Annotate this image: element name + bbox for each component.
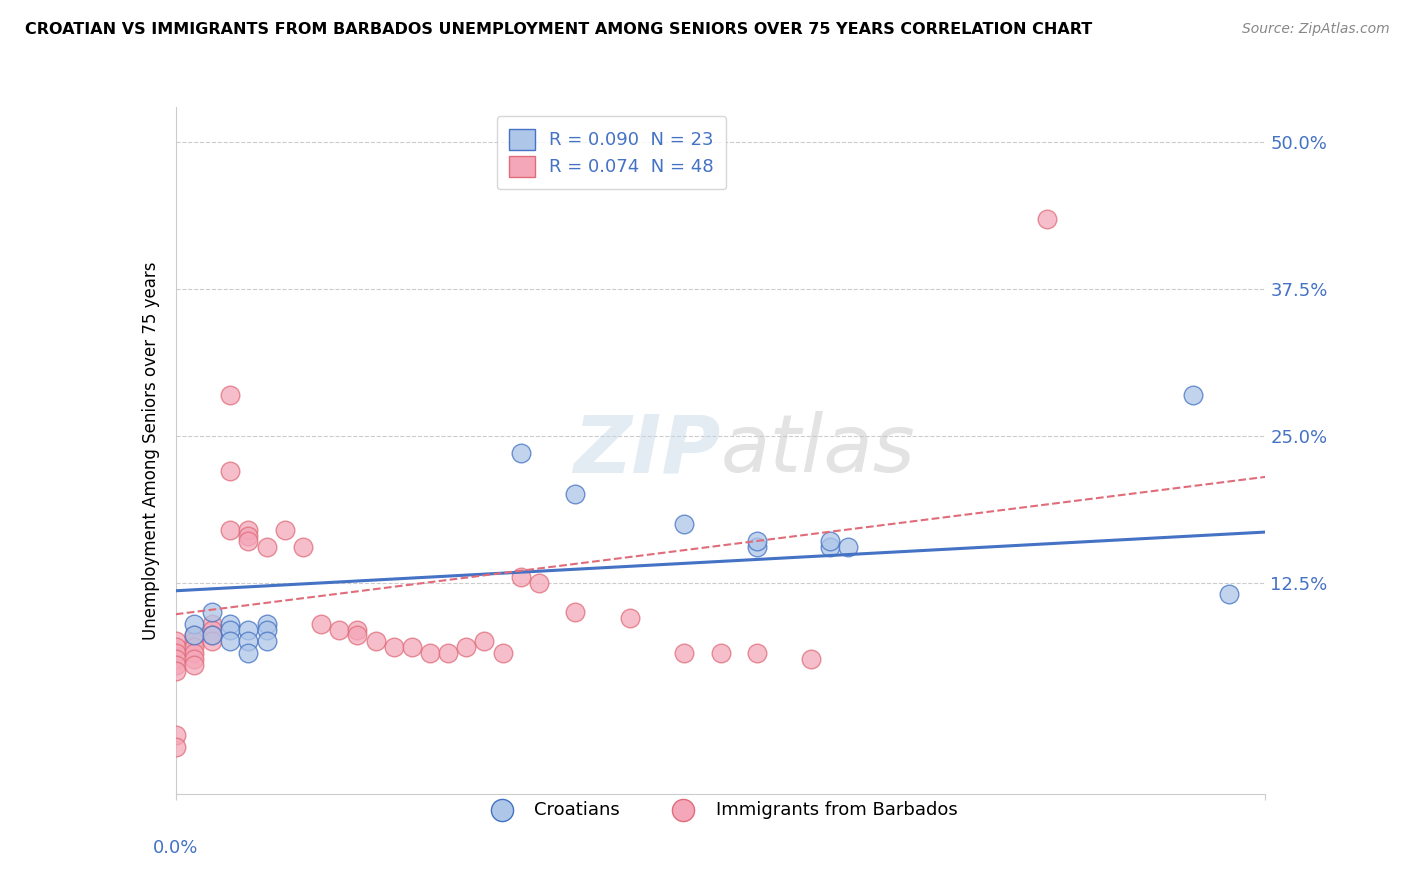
Point <box>509 569 531 583</box>
Point <box>256 634 278 648</box>
Point <box>201 605 224 619</box>
Point <box>1181 387 1204 401</box>
Text: CROATIAN VS IMMIGRANTS FROM BARBADOS UNEMPLOYMENT AMONG SENIORS OVER 75 YEARS CO: CROATIAN VS IMMIGRANTS FROM BARBADOS UNE… <box>25 22 1092 37</box>
Point <box>219 623 242 637</box>
Point <box>183 616 205 631</box>
Point <box>183 652 205 666</box>
Point <box>818 534 841 549</box>
Point <box>673 516 696 531</box>
Point <box>474 634 496 648</box>
Point <box>256 541 278 555</box>
Point <box>219 616 242 631</box>
Point <box>183 634 205 648</box>
Point <box>1218 587 1240 601</box>
Point <box>201 616 224 631</box>
Point <box>710 646 733 660</box>
Point <box>382 640 405 654</box>
Point <box>183 657 205 672</box>
Point <box>165 657 187 672</box>
Text: ZIP: ZIP <box>574 411 721 490</box>
Point <box>165 652 187 666</box>
Point <box>419 646 441 660</box>
Point <box>291 541 314 555</box>
Point <box>201 634 224 648</box>
Y-axis label: Unemployment Among Seniors over 75 years: Unemployment Among Seniors over 75 years <box>142 261 160 640</box>
Point <box>564 605 586 619</box>
Point <box>401 640 423 654</box>
Point <box>183 628 205 642</box>
Point <box>818 541 841 555</box>
Point <box>238 523 260 537</box>
Point <box>673 646 696 660</box>
Point <box>183 646 205 660</box>
Point <box>238 623 260 637</box>
Point <box>456 640 478 654</box>
Text: Source: ZipAtlas.com: Source: ZipAtlas.com <box>1241 22 1389 37</box>
Point <box>256 616 278 631</box>
Point <box>309 616 332 631</box>
Point <box>492 646 515 660</box>
Point <box>201 628 224 642</box>
Point <box>165 646 187 660</box>
Text: atlas: atlas <box>721 411 915 490</box>
Point <box>745 534 768 549</box>
Point <box>165 640 187 654</box>
Point <box>165 739 187 754</box>
Point <box>219 464 242 478</box>
Point <box>238 646 260 660</box>
Point <box>346 623 368 637</box>
Point <box>165 634 187 648</box>
Point <box>183 640 205 654</box>
Point <box>219 523 242 537</box>
Point <box>238 534 260 549</box>
Legend: Croatians, Immigrants from Barbados: Croatians, Immigrants from Barbados <box>477 794 965 826</box>
Point <box>800 652 823 666</box>
Point <box>183 628 205 642</box>
Point <box>745 541 768 555</box>
Point <box>364 634 387 648</box>
Point <box>328 623 350 637</box>
Point <box>165 664 187 678</box>
Point <box>201 628 224 642</box>
Point <box>219 634 242 648</box>
Point <box>837 541 859 555</box>
Point <box>564 487 586 501</box>
Point <box>165 728 187 742</box>
Point <box>274 523 297 537</box>
Point <box>219 387 242 401</box>
Point <box>238 528 260 542</box>
Point <box>201 623 224 637</box>
Point <box>745 646 768 660</box>
Point <box>346 628 368 642</box>
Point <box>527 575 550 590</box>
Point <box>238 634 260 648</box>
Point <box>1036 211 1059 226</box>
Text: 0.0%: 0.0% <box>153 838 198 856</box>
Point <box>437 646 460 660</box>
Point <box>256 623 278 637</box>
Point <box>619 611 641 625</box>
Point <box>509 446 531 460</box>
